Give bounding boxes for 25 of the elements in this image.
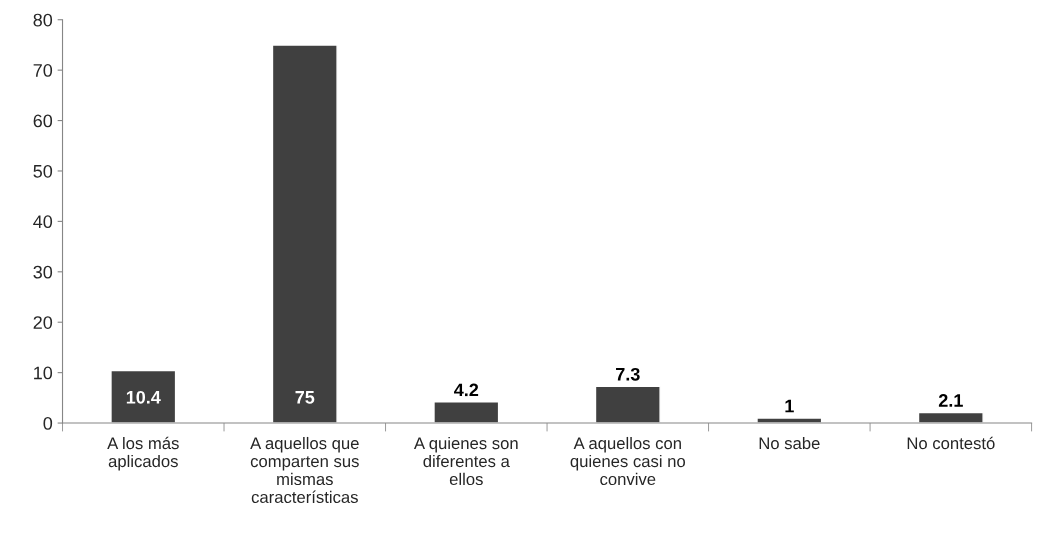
data-label: 7.3 (616, 367, 640, 381)
bar (271, 44, 338, 424)
y-tick-label: 20 (33, 316, 53, 329)
data-label: 75 (295, 391, 315, 404)
bar (433, 401, 500, 424)
data-label: 2.1 (938, 394, 963, 407)
y-tick-label: 0 (43, 416, 53, 430)
y-tick-label: 40 (33, 215, 53, 229)
y-tick-label: 60 (33, 114, 53, 128)
bar (110, 369, 177, 424)
data-label: 10.4 (126, 390, 161, 404)
bar (594, 385, 661, 424)
x-tick-label: A quienes son diferentes a ellos (413, 436, 518, 486)
y-tick-label: 30 (33, 265, 53, 279)
y-tick-label: 70 (33, 64, 53, 77)
x-tick-label: No sabe (759, 436, 820, 450)
data-label: 1 (785, 399, 794, 413)
x-tick-label: No contestó (907, 436, 995, 450)
data-label: 4.2 (454, 383, 479, 397)
x-tick-label: A aquellos con quienes casi no convive (570, 436, 686, 486)
y-tick-label: 10 (34, 366, 53, 380)
x-tick-label: A aquellos que comparten sus mismas características (250, 436, 359, 504)
y-tick-label: 80 (33, 13, 53, 27)
y-tick-label: 50 (33, 164, 53, 178)
x-tick-label: A los más aplicados (107, 436, 179, 471)
